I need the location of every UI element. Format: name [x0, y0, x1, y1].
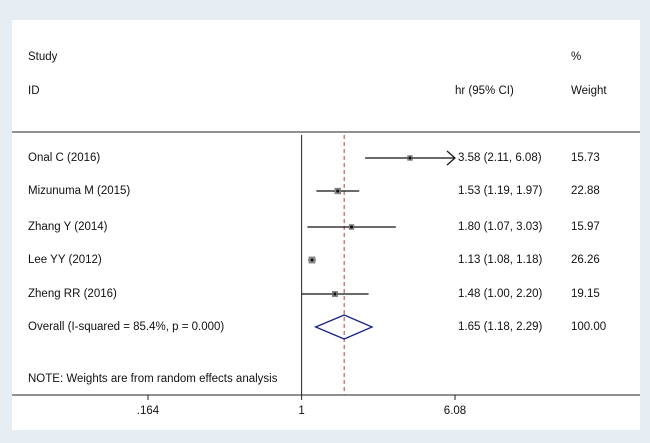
x-tick-label: 6.08: [444, 405, 466, 417]
point-estimate: [408, 156, 412, 160]
weight-label: 100.00: [571, 321, 606, 333]
x-tick-label: .164: [137, 405, 160, 417]
effect-label: 1.65 (1.18, 2.29): [458, 321, 543, 333]
effect-label: 1.48 (1.00, 2.20): [458, 288, 543, 300]
weight-label: 19.15: [571, 288, 600, 300]
point-estimate: [333, 292, 337, 296]
effect-label: 1.53 (1.19, 1.97): [458, 185, 543, 197]
weight-label: 22.88: [571, 185, 600, 197]
header-weight: Weight: [571, 85, 607, 97]
point-estimate: [310, 258, 314, 262]
overall-label: Overall (I-squared = 85.4%, p = 0.000): [28, 321, 224, 333]
weight-label: 15.97: [571, 221, 600, 233]
ci-arrow: [446, 150, 456, 166]
header-id: ID: [28, 85, 40, 97]
study-label: Onal C (2016): [28, 152, 100, 164]
effect-label: 1.13 (1.08, 1.18): [458, 254, 543, 266]
x-tick-label: 1: [298, 405, 304, 417]
point-estimate: [349, 225, 354, 229]
study-label: Lee YY (2012): [28, 254, 102, 266]
point-estimate: [336, 189, 340, 193]
weight-label: 15.73: [571, 152, 600, 164]
note: NOTE: Weights are from random effects an…: [28, 373, 278, 385]
effect-label: 3.58 (2.11, 6.08): [458, 152, 542, 164]
study-label: Zheng RR (2016): [28, 288, 117, 300]
effect-label: 1.80 (1.07, 3.03): [458, 221, 543, 233]
study-label: Zhang Y (2014): [28, 221, 108, 233]
plot-panel: [12, 20, 640, 430]
overall-diamond: [314, 314, 374, 340]
header-pct: %: [571, 51, 581, 63]
weight-label: 26.26: [571, 254, 600, 266]
header-effect: hr (95% CI): [455, 85, 514, 97]
study-label: Mizunuma M (2015): [28, 185, 130, 197]
header-study: Study: [28, 51, 58, 63]
